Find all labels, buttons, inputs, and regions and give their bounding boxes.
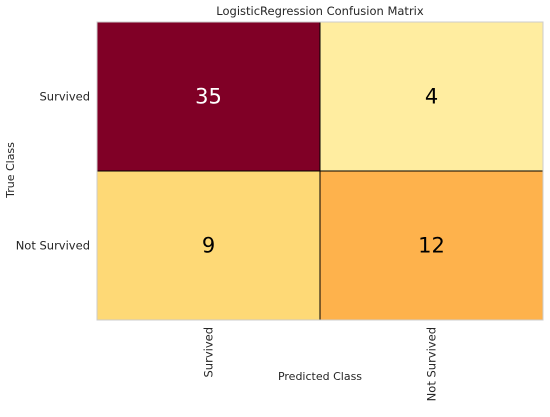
cell-value-label: 9 [202,234,215,258]
chart-title: LogisticRegression Confusion Matrix [216,4,424,18]
y-axis-label: True Class [4,142,17,199]
heatmap-cell [320,171,543,320]
heatmap-cells: 35 4 9 12 [97,22,543,320]
plot-frame [96,21,544,321]
heatmap-cell [97,22,320,171]
y-tick-labels: Survived Not Survived [16,90,90,253]
y-tick-label: Not Survived [16,239,90,253]
cell-value-label: 35 [195,85,222,109]
heatmap-cell [97,171,320,320]
x-tick-labels: Survived Not Survived [202,327,439,401]
y-tick-label: Survived [40,90,91,104]
heatmap-cell [320,22,543,171]
cell-value-label: 4 [425,85,438,109]
x-tick-label: Survived [202,327,216,378]
x-axis-label: Predicted Class [278,370,362,383]
cell-value-label: 12 [418,234,445,258]
x-tick-label: Not Survived [425,327,439,401]
